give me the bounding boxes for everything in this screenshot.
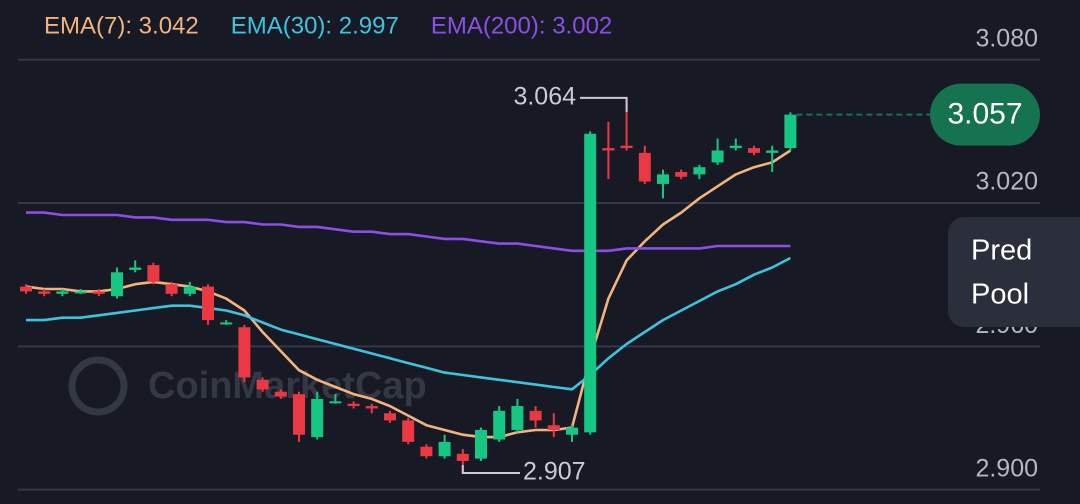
candle-body <box>638 152 651 182</box>
candle-body <box>147 265 160 282</box>
last-price-tag <box>930 83 1040 146</box>
candle-body <box>92 291 105 294</box>
y-tick-label: 3.080 <box>975 24 1038 52</box>
candle-body <box>620 145 633 149</box>
candle-body <box>129 267 142 270</box>
y-tick-label: 2.900 <box>975 454 1038 482</box>
candle-body <box>256 379 269 390</box>
low-marker <box>461 464 520 474</box>
candle-body <box>38 291 51 294</box>
last-price-label: 3.057 <box>947 98 1022 131</box>
candle-body <box>711 150 724 163</box>
candle-body <box>111 272 123 297</box>
y-tick-label: 3.020 <box>975 168 1038 196</box>
candle-body <box>748 148 760 153</box>
candle-body <box>475 429 487 459</box>
candle-body <box>438 441 451 457</box>
candle-body <box>365 406 378 409</box>
candle-body <box>566 427 578 435</box>
legend-entry: EMA(30): 2.997 <box>231 12 399 39</box>
watermark: CoinMarketCap <box>68 356 427 416</box>
candle-body <box>329 401 342 404</box>
candle-body <box>384 413 396 421</box>
overlay-button[interactable]: Pred Pool <box>948 217 1080 327</box>
legend-entry: EMA(7): 3.042 <box>44 12 199 39</box>
candle-body <box>657 174 669 184</box>
candle-body <box>220 322 233 325</box>
candle-body <box>311 398 324 438</box>
overlay-button-text: Pool <box>971 279 1029 311</box>
candle-body <box>547 425 560 430</box>
watermark-text: CoinMarketCap <box>148 365 427 407</box>
overlay-button-text: Pred <box>971 235 1032 267</box>
candle-body <box>493 410 506 440</box>
high-marker <box>580 96 628 112</box>
candle-body <box>420 446 433 457</box>
candle-body <box>511 406 524 430</box>
candle-body <box>675 171 688 177</box>
low-label: 2.907 <box>523 458 586 486</box>
candle-body <box>165 284 178 294</box>
candle-body <box>584 133 597 433</box>
ema-line <box>26 211 791 253</box>
candle-body <box>347 403 360 407</box>
candle-body <box>74 291 87 294</box>
candle-body <box>202 286 214 321</box>
overlay-button-bg <box>948 217 1080 327</box>
candle-body <box>56 291 69 294</box>
candle-body <box>784 114 797 149</box>
candle-body <box>274 391 287 397</box>
candle-body <box>766 150 779 153</box>
watermark-logo <box>68 356 128 416</box>
candle-body <box>529 410 542 421</box>
candle-body <box>183 286 196 294</box>
high-label: 3.064 <box>513 83 576 111</box>
candle-body <box>238 327 251 378</box>
candle-body <box>602 148 615 151</box>
candle-body <box>456 453 469 462</box>
legend-entry: EMA(200): 3.002 <box>431 12 612 39</box>
candle-body <box>729 145 742 149</box>
candle-body <box>693 167 706 175</box>
candle-body <box>20 286 32 292</box>
ema-line <box>26 256 792 391</box>
candle-body <box>293 394 305 435</box>
candle-body <box>402 420 415 442</box>
